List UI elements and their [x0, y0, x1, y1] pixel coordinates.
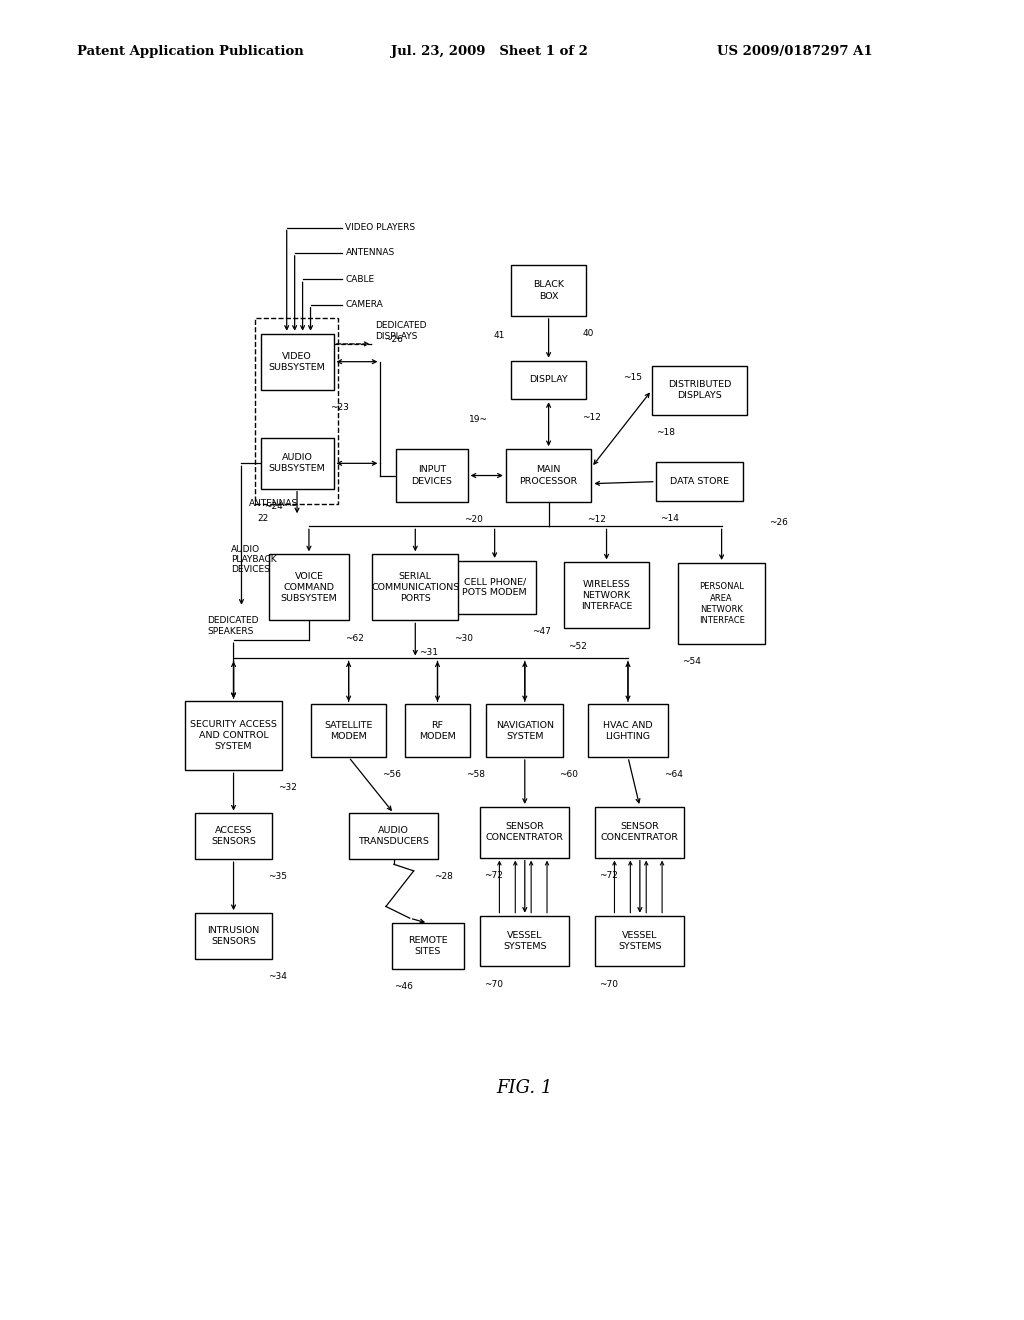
Text: AUDIO
SUBSYSTEM: AUDIO SUBSYSTEM: [268, 453, 326, 474]
Text: VIDEO
SUBSYSTEM: VIDEO SUBSYSTEM: [268, 351, 326, 372]
Text: 19~: 19~: [469, 414, 488, 424]
Bar: [260, 438, 334, 488]
Text: VOICE
COMMAND
SUBSYSTEM: VOICE COMMAND SUBSYSTEM: [281, 572, 337, 603]
Text: VIDEO PLAYERS: VIDEO PLAYERS: [345, 223, 416, 232]
Text: ~20: ~20: [464, 515, 482, 524]
Text: SECURITY ACCESS
AND CONTROL
SYSTEM: SECURITY ACCESS AND CONTROL SYSTEM: [190, 721, 276, 751]
Text: ~14: ~14: [659, 515, 679, 523]
Text: Jul. 23, 2009   Sheet 1 of 2: Jul. 23, 2009 Sheet 1 of 2: [391, 45, 588, 58]
Text: SENSOR
CONCENTRATOR: SENSOR CONCENTRATOR: [485, 822, 564, 842]
Text: US 2009/0187297 A1: US 2009/0187297 A1: [717, 45, 872, 58]
Text: DISTRIBUTED
DISPLAYS: DISTRIBUTED DISPLAYS: [668, 380, 731, 400]
Bar: [595, 916, 684, 966]
Text: ~70: ~70: [599, 979, 618, 989]
Text: ~30: ~30: [455, 634, 473, 643]
Bar: [563, 562, 649, 628]
Text: ~15: ~15: [624, 374, 642, 381]
Text: WIRELESS
NETWORK
INTERFACE: WIRELESS NETWORK INTERFACE: [581, 579, 632, 611]
Text: REMOTE
SITES: REMOTE SITES: [409, 936, 447, 956]
Text: SERIAL
COMMUNICATIONS
PORTS: SERIAL COMMUNICATIONS PORTS: [371, 572, 460, 603]
Bar: [651, 366, 746, 414]
Text: ~31: ~31: [419, 648, 438, 657]
Text: DEDICATED
DISPLAYS: DEDICATED DISPLAYS: [376, 322, 427, 341]
Bar: [480, 807, 569, 858]
Text: SENSOR
CONCENTRATOR: SENSOR CONCENTRATOR: [601, 822, 679, 842]
Text: NAVIGATION
SYSTEM: NAVIGATION SYSTEM: [496, 721, 554, 741]
Text: Patent Application Publication: Patent Application Publication: [77, 45, 303, 58]
Text: DEDICATED
SPEAKERS: DEDICATED SPEAKERS: [207, 616, 259, 636]
Text: ~58: ~58: [466, 771, 485, 779]
Text: ANTENNAS: ANTENNAS: [345, 248, 394, 257]
Text: ~34: ~34: [268, 972, 287, 981]
Text: VESSEL
SYSTEMS: VESSEL SYSTEMS: [503, 931, 547, 952]
Text: ~54: ~54: [682, 657, 700, 667]
Text: DATA STORE: DATA STORE: [670, 477, 729, 486]
Bar: [185, 701, 282, 771]
Text: SATELLITE
MODEM: SATELLITE MODEM: [325, 721, 373, 741]
Bar: [511, 360, 587, 399]
Text: ~64: ~64: [664, 771, 683, 779]
Text: ~62: ~62: [345, 634, 364, 643]
Bar: [255, 318, 338, 504]
Text: ~60: ~60: [559, 771, 579, 779]
Text: AUDIO
PLAYBACK
DEVICES: AUDIO PLAYBACK DEVICES: [231, 545, 276, 574]
Bar: [349, 813, 438, 859]
Bar: [260, 334, 334, 389]
Text: ~28: ~28: [434, 873, 454, 882]
Text: ACCESS
SENSORS: ACCESS SENSORS: [211, 826, 256, 846]
Text: CELL PHONE/
POTS MODEM: CELL PHONE/ POTS MODEM: [462, 577, 527, 598]
Text: DISPLAY: DISPLAY: [529, 375, 568, 384]
Text: ANTENNAS: ANTENNAS: [249, 499, 298, 508]
Text: ~26: ~26: [769, 517, 788, 527]
Text: ~24: ~24: [264, 502, 284, 511]
Text: ~23: ~23: [330, 403, 348, 412]
Text: AUDIO
TRANSDUCERS: AUDIO TRANSDUCERS: [358, 826, 429, 846]
Text: CAMERA: CAMERA: [345, 300, 383, 309]
Text: ~70: ~70: [484, 979, 504, 989]
Bar: [195, 813, 272, 859]
Text: ~72: ~72: [484, 871, 503, 880]
Text: HVAC AND
LIGHTING: HVAC AND LIGHTING: [603, 721, 652, 741]
Bar: [373, 554, 458, 620]
Text: ~46: ~46: [394, 982, 413, 991]
Text: ~35: ~35: [268, 873, 287, 882]
Text: MAIN
PROCESSOR: MAIN PROCESSOR: [519, 466, 578, 486]
Text: ~12: ~12: [588, 515, 606, 524]
Bar: [404, 704, 470, 758]
Text: RF
MODEM: RF MODEM: [419, 721, 456, 741]
Bar: [311, 704, 386, 758]
Bar: [655, 462, 743, 500]
Text: CABLE: CABLE: [345, 275, 375, 284]
Bar: [195, 913, 272, 958]
Text: ~26: ~26: [384, 335, 403, 343]
Text: ~12: ~12: [583, 412, 601, 421]
Text: ~32: ~32: [278, 784, 297, 792]
Text: ~56: ~56: [382, 771, 401, 779]
Bar: [269, 554, 348, 620]
Text: 41: 41: [494, 331, 505, 341]
Bar: [511, 265, 587, 315]
Text: 40: 40: [583, 329, 594, 338]
Text: VESSEL
SYSTEMS: VESSEL SYSTEMS: [618, 931, 662, 952]
Bar: [453, 561, 537, 614]
Bar: [480, 916, 569, 966]
Text: FIG. 1: FIG. 1: [497, 1080, 553, 1097]
Text: INTRUSION
SENSORS: INTRUSION SENSORS: [208, 925, 260, 946]
Bar: [486, 704, 563, 758]
Bar: [588, 704, 668, 758]
Text: ~47: ~47: [532, 627, 551, 636]
Bar: [506, 449, 592, 502]
Text: ~18: ~18: [655, 428, 675, 437]
Text: 22: 22: [257, 515, 268, 523]
Text: ~52: ~52: [567, 642, 587, 651]
Text: PERSONAL
AREA
NETWORK
INTERFACE: PERSONAL AREA NETWORK INTERFACE: [698, 582, 744, 624]
Bar: [392, 923, 464, 969]
Text: BLACK
BOX: BLACK BOX: [534, 280, 564, 301]
Bar: [396, 449, 468, 502]
Text: INPUT
DEVICES: INPUT DEVICES: [412, 466, 453, 486]
Text: ~72: ~72: [599, 871, 618, 880]
Bar: [678, 562, 765, 644]
Bar: [595, 807, 684, 858]
